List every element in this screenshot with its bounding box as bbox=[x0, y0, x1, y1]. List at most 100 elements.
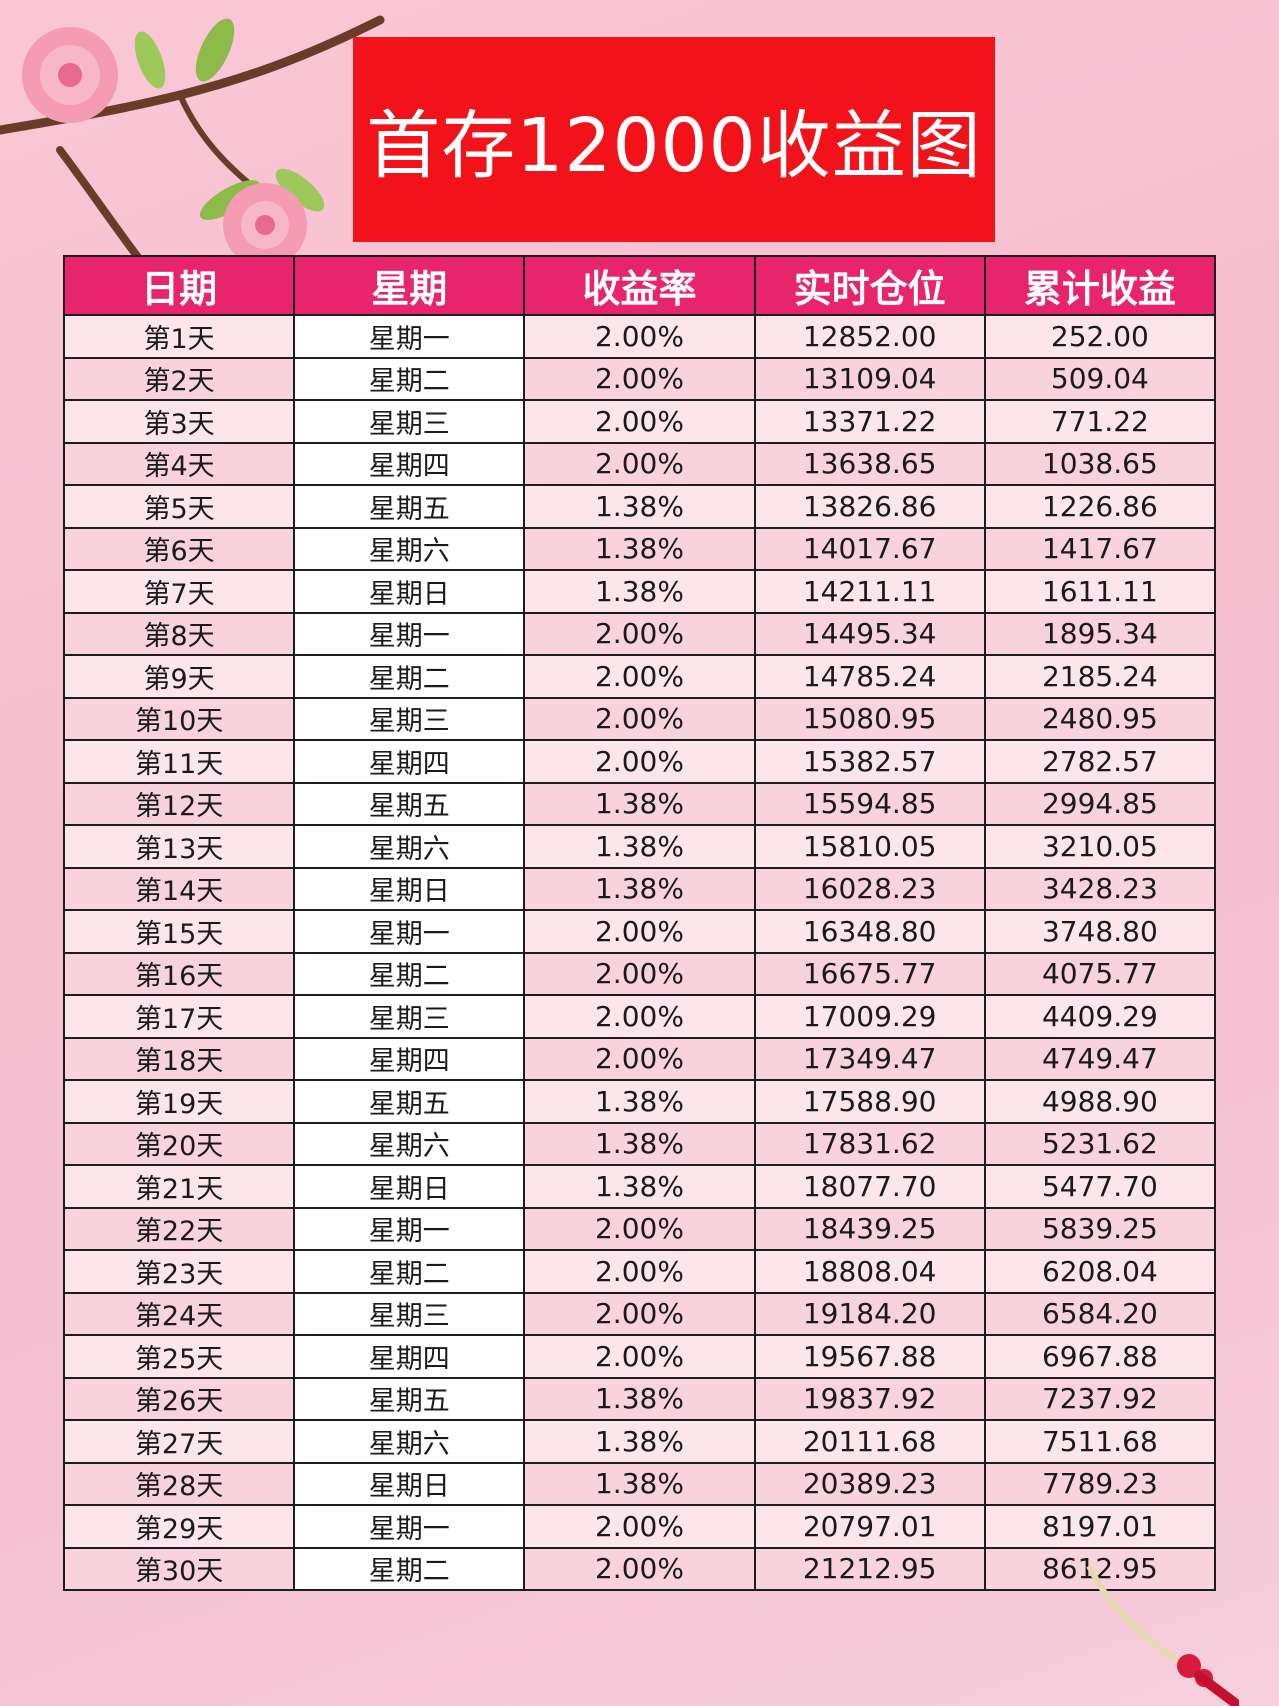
cell-rate: 2.00% bbox=[523, 951, 756, 996]
cell-date: 第17天 bbox=[62, 994, 296, 1039]
table-row: 第17天 星期三 2.00% 17009.29 4409.29 bbox=[62, 994, 1217, 1039]
cell-date: 第3天 bbox=[62, 399, 296, 444]
cell-position: 18808.04 bbox=[753, 1249, 986, 1294]
cell-cumulative: 1895.34 bbox=[983, 611, 1217, 656]
cell-date: 第15天 bbox=[62, 909, 296, 954]
table-row: 第19天 星期五 1.38% 17588.90 4988.90 bbox=[62, 1079, 1217, 1124]
cell-position: 16348.80 bbox=[753, 909, 986, 954]
cell-weekday: 星期二 bbox=[293, 1249, 526, 1294]
cell-cumulative: 4988.90 bbox=[983, 1079, 1217, 1124]
cell-weekday: 星期三 bbox=[293, 696, 526, 741]
table-row: 第22天 星期一 2.00% 18439.25 5839.25 bbox=[62, 1206, 1217, 1251]
cell-rate: 1.38% bbox=[523, 1164, 756, 1209]
cell-date: 第18天 bbox=[62, 1036, 296, 1081]
cell-date: 第7天 bbox=[62, 569, 296, 614]
cell-weekday: 星期日 bbox=[293, 1164, 526, 1209]
cell-rate: 2.00% bbox=[523, 1546, 756, 1591]
table-row: 第7天 星期日 1.38% 14211.11 1611.11 bbox=[62, 569, 1217, 614]
table-row: 第8天 星期一 2.00% 14495.34 1895.34 bbox=[62, 611, 1217, 656]
cell-rate: 2.00% bbox=[523, 441, 756, 486]
table-row: 第24天 星期三 2.00% 19184.20 6584.20 bbox=[62, 1291, 1217, 1336]
cell-cumulative: 6967.88 bbox=[983, 1334, 1217, 1379]
cell-weekday: 星期五 bbox=[293, 781, 526, 826]
header-position: 实时仓位 bbox=[753, 255, 986, 316]
cell-date: 第12天 bbox=[62, 781, 296, 826]
table-row: 第9天 星期二 2.00% 14785.24 2185.24 bbox=[62, 654, 1217, 699]
table-row: 第30天 星期二 2.00% 21212.95 8612.95 bbox=[62, 1546, 1217, 1591]
cell-weekday: 星期五 bbox=[293, 1376, 526, 1421]
table-row: 第20天 星期六 1.38% 17831.62 5231.62 bbox=[62, 1121, 1217, 1166]
cell-weekday: 星期六 bbox=[293, 526, 526, 571]
cell-weekday: 星期六 bbox=[293, 824, 526, 869]
table-row: 第25天 星期四 2.00% 19567.88 6967.88 bbox=[62, 1334, 1217, 1379]
cell-position: 21212.95 bbox=[753, 1546, 986, 1591]
cell-date: 第20天 bbox=[62, 1121, 296, 1166]
cell-position: 15810.05 bbox=[753, 824, 986, 869]
cell-date: 第21天 bbox=[62, 1164, 296, 1209]
cell-date: 第19天 bbox=[62, 1079, 296, 1124]
cell-rate: 1.38% bbox=[523, 1461, 756, 1506]
cell-weekday: 星期五 bbox=[293, 1079, 526, 1124]
cell-weekday: 星期二 bbox=[293, 356, 526, 401]
cell-date: 第9天 bbox=[62, 654, 296, 699]
cell-position: 15594.85 bbox=[753, 781, 986, 826]
cell-position: 13371.22 bbox=[753, 399, 986, 444]
cell-rate: 1.38% bbox=[523, 824, 756, 869]
cell-position: 20111.68 bbox=[753, 1419, 986, 1464]
cell-cumulative: 252.00 bbox=[983, 314, 1217, 359]
title-banner: 首存12000收益图 bbox=[353, 37, 995, 242]
cell-position: 17831.62 bbox=[753, 1121, 986, 1166]
cell-date: 第11天 bbox=[62, 739, 296, 784]
header-rate: 收益率 bbox=[523, 255, 756, 316]
table-row: 第29天 星期一 2.00% 20797.01 8197.01 bbox=[62, 1504, 1217, 1549]
cell-cumulative: 1611.11 bbox=[983, 569, 1217, 614]
cell-rate: 1.38% bbox=[523, 1376, 756, 1421]
cell-position: 14017.67 bbox=[753, 526, 986, 571]
cell-position: 16028.23 bbox=[753, 866, 986, 911]
cell-rate: 2.00% bbox=[523, 399, 756, 444]
table-row: 第27天 星期六 1.38% 20111.68 7511.68 bbox=[62, 1419, 1217, 1464]
table-row: 第21天 星期日 1.38% 18077.70 5477.70 bbox=[62, 1164, 1217, 1209]
cell-date: 第22天 bbox=[62, 1206, 296, 1251]
cell-cumulative: 1226.86 bbox=[983, 484, 1217, 529]
cell-cumulative: 771.22 bbox=[983, 399, 1217, 444]
cell-position: 18077.70 bbox=[753, 1164, 986, 1209]
cell-weekday: 星期一 bbox=[293, 1206, 526, 1251]
cell-date: 第30天 bbox=[62, 1546, 296, 1591]
table-row: 第23天 星期二 2.00% 18808.04 6208.04 bbox=[62, 1249, 1217, 1294]
cell-cumulative: 4749.47 bbox=[983, 1036, 1217, 1081]
cell-position: 16675.77 bbox=[753, 951, 986, 996]
cell-rate: 2.00% bbox=[523, 909, 756, 954]
cell-rate: 2.00% bbox=[523, 739, 756, 784]
cell-cumulative: 4075.77 bbox=[983, 951, 1217, 996]
cell-rate: 2.00% bbox=[523, 356, 756, 401]
cell-position: 13638.65 bbox=[753, 441, 986, 486]
cell-weekday: 星期二 bbox=[293, 654, 526, 699]
cell-rate: 2.00% bbox=[523, 696, 756, 741]
cell-cumulative: 2782.57 bbox=[983, 739, 1217, 784]
cell-weekday: 星期一 bbox=[293, 909, 526, 954]
cell-rate: 2.00% bbox=[523, 1334, 756, 1379]
cell-rate: 2.00% bbox=[523, 1504, 756, 1549]
cell-cumulative: 5231.62 bbox=[983, 1121, 1217, 1166]
cell-rate: 2.00% bbox=[523, 611, 756, 656]
cell-date: 第1天 bbox=[62, 314, 296, 359]
cell-cumulative: 8197.01 bbox=[983, 1504, 1217, 1549]
header-date: 日期 bbox=[62, 255, 296, 316]
cell-cumulative: 509.04 bbox=[983, 356, 1217, 401]
cell-cumulative: 4409.29 bbox=[983, 994, 1217, 1039]
table-row: 第15天 星期一 2.00% 16348.80 3748.80 bbox=[62, 909, 1217, 954]
cell-rate: 1.38% bbox=[523, 1419, 756, 1464]
cell-rate: 1.38% bbox=[523, 866, 756, 911]
cell-date: 第8天 bbox=[62, 611, 296, 656]
cell-position: 19184.20 bbox=[753, 1291, 986, 1336]
table-row: 第16天 星期二 2.00% 16675.77 4075.77 bbox=[62, 951, 1217, 996]
cell-weekday: 星期四 bbox=[293, 1036, 526, 1081]
peach-blossom-branch-icon bbox=[0, 15, 385, 267]
table-row: 第2天 星期二 2.00% 13109.04 509.04 bbox=[62, 356, 1217, 401]
cell-rate: 2.00% bbox=[523, 654, 756, 699]
cell-weekday: 星期五 bbox=[293, 484, 526, 529]
page-title: 首存12000收益图 bbox=[366, 103, 982, 189]
cell-rate: 2.00% bbox=[523, 1036, 756, 1081]
cell-weekday: 星期三 bbox=[293, 399, 526, 444]
